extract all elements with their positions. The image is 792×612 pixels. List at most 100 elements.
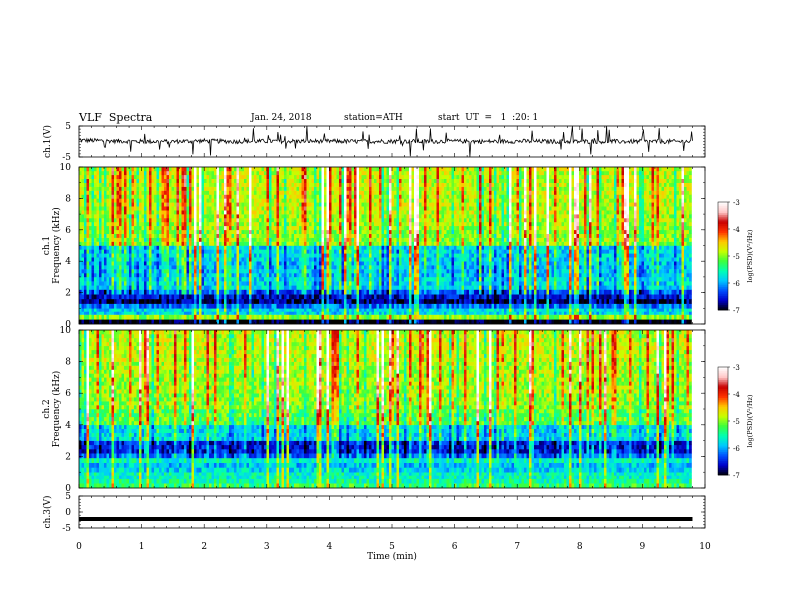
ch1-spectrogram-cell (301, 214, 305, 219)
ch1-spectrogram-cell (236, 253, 240, 258)
ch1-spectrogram-cell (94, 303, 97, 309)
ch1-spectrogram-cell (226, 225, 230, 231)
ch1-spectrogram-cell (154, 237, 157, 242)
ch1-spectrogram-cell (351, 206, 355, 211)
ch1-spectrogram-cell (99, 281, 102, 286)
ch1-spectrogram-cell (374, 186, 377, 191)
ch1-spectrogram-cell (129, 190, 132, 195)
ch1-spectrogram-cell (246, 198, 250, 203)
ch1-spectrogram-cell (304, 298, 307, 304)
ch1-spectrogram-cell (124, 233, 127, 238)
ch1-spectrogram-cell (124, 221, 127, 227)
ch1-spectrogram-cell (294, 245, 297, 250)
ch1-spectrogram-cell (216, 276, 220, 282)
ch1-spectrogram-cell (376, 225, 380, 231)
ch1-spectrogram-cell (221, 285, 225, 290)
ch1-spectrogram-cell (226, 210, 230, 215)
ch1-spectrogram-cell (86, 303, 90, 309)
ch1-spectrogram-cell (204, 174, 207, 179)
ch1-spectrogram-cell (324, 206, 327, 211)
ch1-spectrogram-cell (201, 182, 205, 187)
ch1-spectrogram-cell (376, 190, 380, 195)
ch1-spectrogram-cell (171, 308, 175, 312)
ch1-spectrogram-cell (164, 198, 167, 203)
ch1-spectrogram-cell (221, 206, 225, 211)
ch1-spectrogram-cell (329, 178, 332, 183)
ch1-spectrogram-cell (301, 186, 305, 191)
ch1-spectrogram-cell (304, 253, 307, 258)
ch1-spectrogram-cell (179, 249, 182, 254)
ch1-spectrogram-cell (204, 308, 207, 312)
ch1-spectrogram-cell (161, 241, 165, 246)
ch1-spectrogram-cell (359, 273, 362, 278)
ch1-spectrogram-cell (196, 249, 200, 254)
ch1-spectrogram-cell (351, 167, 355, 172)
ch1-spectrogram-cell (286, 265, 290, 270)
ch1-spectrogram-cell (339, 186, 342, 191)
ch1-spectrogram-cell (286, 311, 290, 315)
ch1-spectrogram-cell (124, 178, 127, 183)
ch1-spectrogram-cell (86, 253, 90, 258)
ch1-spectrogram-cell (371, 174, 375, 179)
ch1-spectrogram-cell (351, 314, 355, 320)
ch1-spectrogram-cell (131, 233, 135, 238)
ch1-spectrogram-cell (261, 245, 265, 250)
ch1-spectrogram-cell (226, 206, 230, 211)
ch1-spectrogram-cell (269, 214, 272, 219)
ch1-spectrogram-cell (389, 257, 392, 262)
ch1-spectrogram-cell (379, 253, 382, 258)
ch1-spectrogram-cell (389, 245, 392, 250)
ch1-spectrogram-cell (241, 269, 245, 274)
ch1-spectrogram-cell (226, 245, 230, 250)
ch1-spectrogram-cell (279, 281, 282, 286)
ch1-spectrogram-cell (181, 257, 185, 262)
ch1-spectrogram-cell (249, 198, 252, 203)
ch1-spectrogram-cell (141, 214, 145, 219)
ch1-spectrogram-cell (156, 257, 160, 262)
ch1-spectrogram-cell (129, 298, 132, 304)
ch1-spectrogram-cell (251, 182, 255, 187)
ch1-spectrogram-cell (291, 265, 295, 270)
ch1-spectrogram-cell (169, 233, 172, 238)
ch1-spectrogram-cell (296, 265, 300, 270)
ch1-spectrogram-cell (361, 194, 365, 199)
ch1-spectrogram-cell (161, 233, 165, 238)
ch1-spectrogram-cell (339, 265, 342, 270)
ch1-spectrogram-cell (84, 198, 87, 203)
ch1-spectrogram-cell (116, 237, 120, 242)
ch1-spectrogram-cell (86, 298, 90, 304)
ch1-spectrogram-cell (354, 233, 357, 238)
ch1-spectrogram-cell (346, 289, 350, 295)
ch1-spectrogram-cell (191, 202, 195, 207)
ch1-spectrogram-cell (214, 174, 217, 179)
ch1-spectrogram-cell (134, 218, 137, 223)
ch1-spectrogram-cell (349, 218, 352, 223)
ch1-spectrogram-cell (254, 229, 257, 234)
ch1-spectrogram-cell (139, 225, 142, 231)
ch1-spectrogram-cell (184, 303, 187, 309)
ch1-spectrogram-cell (159, 210, 162, 215)
ch1-spectrogram-cell (229, 233, 232, 238)
ch1-spectrogram-cell (266, 245, 270, 250)
ch1-spectrogram-cell (276, 308, 280, 312)
ch1-spectrogram-cell (381, 261, 385, 266)
ch1-spectrogram-cell (189, 249, 192, 254)
ch1-spectrogram-cell (381, 298, 385, 304)
ch1-spectrogram-cell (384, 233, 387, 238)
ch1-spectrogram-cell (89, 167, 92, 172)
ch1-spectrogram-cell (324, 218, 327, 223)
ch1-spectrogram-cell (231, 314, 235, 320)
ch1-spectrogram-cell (156, 194, 160, 199)
ch1-spectrogram-cell (251, 265, 255, 270)
ch1-spectrogram-cell (381, 210, 385, 215)
ch1-spectrogram-cell (311, 285, 315, 290)
ch1-spectrogram-cell (181, 182, 185, 187)
ch1-spectrogram-cell (99, 233, 102, 238)
ch1-spectrogram-cell (216, 198, 220, 203)
ch1-spectrogram-cell (364, 202, 367, 207)
ch1-spectrogram-cell (356, 265, 360, 270)
ch1-spectrogram-cell (291, 174, 295, 179)
ch1-spectrogram-cell (261, 257, 265, 262)
ch1-spectrogram-cell (124, 237, 127, 242)
ch1-spectrogram-cell (94, 245, 97, 250)
